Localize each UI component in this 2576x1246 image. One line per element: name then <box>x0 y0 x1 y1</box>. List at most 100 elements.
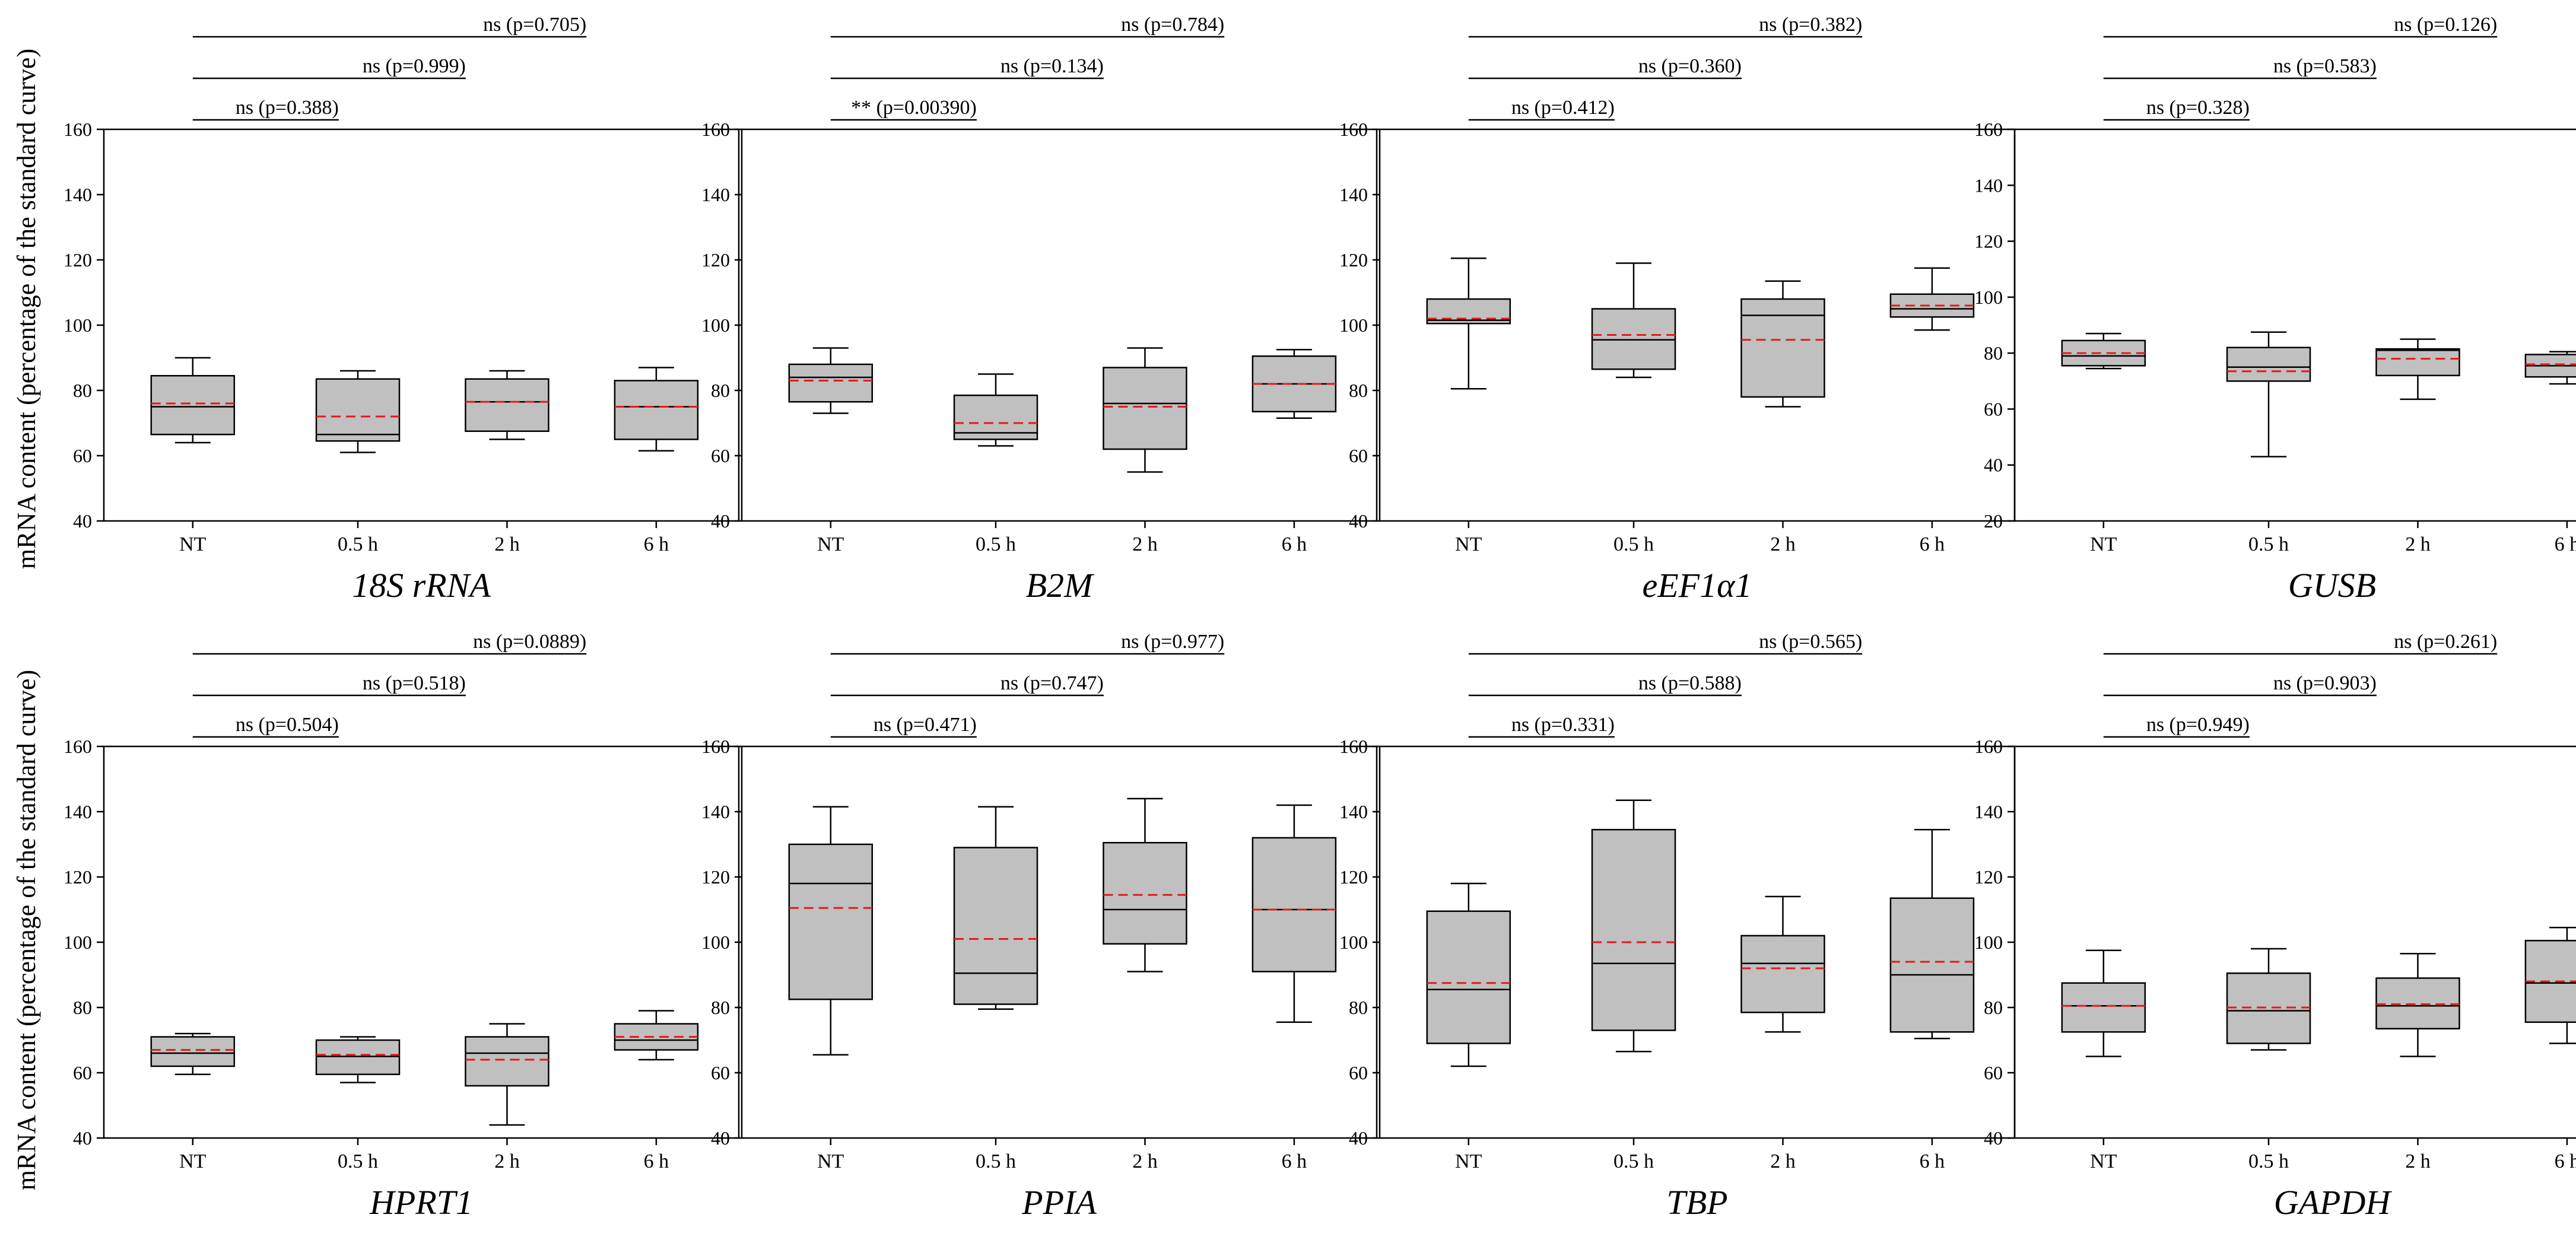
box-0-5-h <box>1591 799 1676 1053</box>
y-tick-label: 40 <box>1349 510 1368 532</box>
x-tick-label: 0.5 h <box>1613 1150 1654 1172</box>
p-value-label: ns (p=0.747) <box>1000 672 1104 694</box>
y-tick-label: 140 <box>63 184 92 205</box>
y-tick-label: 40 <box>73 510 92 532</box>
y-tick-label: 160 <box>1339 119 1368 140</box>
y-tick-label: 160 <box>1974 119 2003 140</box>
x-tick-label: 0.5 h <box>2248 533 2289 555</box>
x-tick-label: NT <box>817 1150 844 1172</box>
x-tick-label: 0.5 h <box>338 1150 378 1172</box>
gene-title: GAPDH <box>2274 1183 2393 1222</box>
box-2-h <box>465 370 549 440</box>
gene-title: TBP <box>1666 1183 1727 1222</box>
box-nt <box>150 1032 236 1075</box>
box-2-h <box>1103 797 1187 972</box>
x-tick-label: NT <box>179 1150 207 1172</box>
box-6-h <box>1889 267 1975 331</box>
y-tick-label: 80 <box>73 997 92 1018</box>
p-value-label: ns (p=0.261) <box>2394 631 2497 653</box>
y-tick-label: 80 <box>1349 997 1368 1018</box>
y-tick-label: 60 <box>1984 398 2003 419</box>
p-value-label: ns (p=0.977) <box>1121 631 1224 653</box>
box-6-h <box>1252 349 1337 419</box>
box-2-h <box>2375 338 2460 401</box>
y-tick-label: 40 <box>711 510 730 532</box>
y-tick-label: 80 <box>1984 342 2003 364</box>
p-value-label: ns (p=0.784) <box>1121 14 1224 36</box>
iqr-box <box>1591 308 1676 370</box>
box-6-h <box>1252 804 1337 1023</box>
iqr-box <box>788 363 874 403</box>
iqr-box <box>2375 977 2460 1029</box>
x-tick-label: 2 h <box>1132 1150 1158 1172</box>
y-tick-label: 100 <box>1974 287 2003 308</box>
plot-frame <box>2013 745 2576 1139</box>
y-tick-label: 160 <box>701 736 730 757</box>
p-value-label: ns (p=0.471) <box>874 714 977 736</box>
y-tick-label: 80 <box>73 380 92 401</box>
box-0-5-h <box>2226 331 2311 457</box>
y-tick-label: 100 <box>1339 932 1368 953</box>
panel-tbp: 40 60 80 100 120 140 160 NT 0.5 h 2 h 6 h ns (p=0.3… <box>1339 631 2016 1222</box>
x-tick-label: 2 h <box>494 533 520 555</box>
y-tick-label: 60 <box>73 1062 92 1083</box>
x-tick-label: 0.5 h <box>338 533 378 555</box>
y-tick-label: 80 <box>1984 997 2003 1018</box>
panel-hprt1: 40 60 80 100 120 140 160 NT 0.5 h 2 h 6 h ns (p=0.5… <box>63 631 740 1222</box>
iqr-box <box>614 1023 699 1051</box>
box-2-h <box>1740 895 1825 1033</box>
p-value-label: ns (p=0.949) <box>2146 714 2250 736</box>
box-nt <box>2061 332 2146 370</box>
y-tick-label: 40 <box>73 1127 92 1149</box>
p-value-label: ns (p=0.126) <box>2394 14 2497 36</box>
x-tick-label: 2 h <box>1770 1150 1796 1172</box>
iqr-box <box>1103 842 1187 945</box>
iqr-box <box>1426 910 1511 1044</box>
y-tick-label: 140 <box>701 184 730 205</box>
gene-title: HPRT1 <box>369 1183 473 1222</box>
box-nt <box>2061 949 2146 1057</box>
x-tick-label: 2 h <box>494 1150 520 1172</box>
x-tick-label: 0.5 h <box>976 1150 1016 1172</box>
x-tick-label: 6 h <box>644 533 669 555</box>
y-tick-label: 20 <box>1984 510 2003 532</box>
x-tick-label: NT <box>2090 1150 2117 1172</box>
y-tick-label: 140 <box>1339 184 1368 205</box>
x-tick-label: 2 h <box>1770 533 1796 555</box>
y-tick-label: 100 <box>701 314 730 336</box>
y-tick-label: 40 <box>1984 1127 2003 1149</box>
y-tick-label: 160 <box>63 736 92 757</box>
iqr-box <box>1889 897 1975 1033</box>
iqr-box <box>2226 972 2311 1044</box>
iqr-box <box>150 1036 236 1067</box>
y-axis-label-bottom: mRNA content (percentage of the standard… <box>0 617 53 1243</box>
y-tick-label: 120 <box>1339 249 1368 271</box>
panel-18s-rrna: 40 60 80 100 120 140 160 NT 0.5 h 2 h 6 h ns (p=0.3… <box>63 14 740 605</box>
gene-title: PPIA <box>1021 1183 1097 1222</box>
x-tick-label: 2 h <box>1132 533 1158 555</box>
y-tick-label: 120 <box>1339 866 1368 888</box>
iqr-box <box>1252 837 1337 972</box>
gene-title: eEF1α1 <box>1642 566 1752 605</box>
iqr-box <box>2061 982 2146 1033</box>
y-tick-label: 160 <box>1974 736 2003 757</box>
y-tick-label: 60 <box>711 1062 730 1083</box>
box-2-h <box>2375 953 2460 1057</box>
p-value-label: ns (p=0.903) <box>2273 672 2377 694</box>
p-value-label: ns (p=0.583) <box>2273 55 2377 77</box>
iqr-box <box>788 843 874 1000</box>
x-tick-label: 2 h <box>2405 1150 2431 1172</box>
iqr-box <box>953 395 1038 440</box>
gene-title: 18S rRNA <box>352 566 491 605</box>
iqr-box <box>315 1039 401 1075</box>
box-0-5-h <box>953 806 1038 1010</box>
p-value-label: ns (p=0.360) <box>1638 55 1742 77</box>
y-tick-label: 120 <box>701 249 730 271</box>
y-tick-label: 160 <box>63 119 92 140</box>
y-tick-label: 160 <box>1339 736 1368 757</box>
y-tick-label: 60 <box>1349 445 1368 466</box>
x-tick-label: 6 h <box>1282 1150 1307 1172</box>
panel-gapdh: 40 60 80 100 120 140 160 NT 0.5 h 2 h 6 h ns (p=0.9… <box>1974 631 2576 1222</box>
box-6-h <box>2524 351 2576 385</box>
